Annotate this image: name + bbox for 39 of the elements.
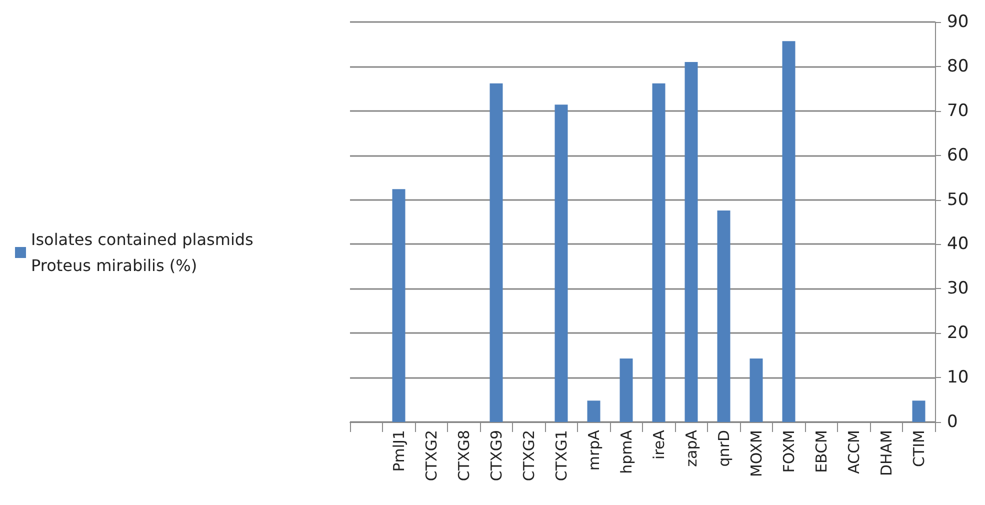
- x-tick-label: hpmA: [617, 429, 636, 474]
- bar: [652, 83, 666, 422]
- x-tick-label: CTXG1: [552, 430, 570, 482]
- bar: [587, 400, 600, 422]
- x-tick-label: DHAM: [877, 430, 896, 476]
- bar: [912, 400, 926, 422]
- x-tick-label: zapA: [682, 429, 700, 467]
- y-tick-label: 0: [947, 412, 958, 432]
- bar: [490, 83, 503, 422]
- bar: [684, 62, 698, 422]
- y-tick-label: 10: [947, 368, 969, 388]
- x-tick-label: CTXG2: [520, 430, 538, 482]
- x-tick-label: ACCM: [844, 430, 863, 474]
- y-tick-label: 30: [947, 278, 969, 299]
- x-tick-label: mrpA: [584, 429, 603, 471]
- y-tick-label: 20: [947, 323, 969, 344]
- x-tick-label: qnrD: [714, 430, 733, 467]
- x-tick-label: CTXG9: [487, 430, 506, 482]
- x-tick-label: PmlJ1: [390, 430, 408, 472]
- x-tick-label: EBCM: [812, 430, 830, 473]
- y-tick-label: 60: [947, 145, 969, 166]
- x-tick-label: CTXG2: [422, 430, 440, 482]
- y-tick-label: 50: [947, 190, 969, 210]
- bar: [620, 358, 633, 422]
- bar: [717, 210, 730, 422]
- bar: [750, 358, 763, 422]
- bar: [782, 41, 796, 422]
- x-tick-label: ireA: [650, 429, 668, 460]
- x-tick-label: FOXM: [780, 430, 798, 473]
- bar: [554, 104, 568, 422]
- y-tick-label: 40: [947, 234, 969, 254]
- x-tick-label: MOXM: [747, 430, 766, 478]
- y-tick-label: 90: [947, 12, 969, 32]
- x-tick-label: CTIM: [910, 430, 928, 468]
- bar: [392, 189, 406, 422]
- y-tick-label: 80: [947, 56, 969, 76]
- y-tick-label: 70: [947, 100, 969, 121]
- x-tick-label: CTXG8: [454, 430, 473, 482]
- legend-label: Isolates contained plasmids Proteus mirabilis (%): [31, 230, 254, 275]
